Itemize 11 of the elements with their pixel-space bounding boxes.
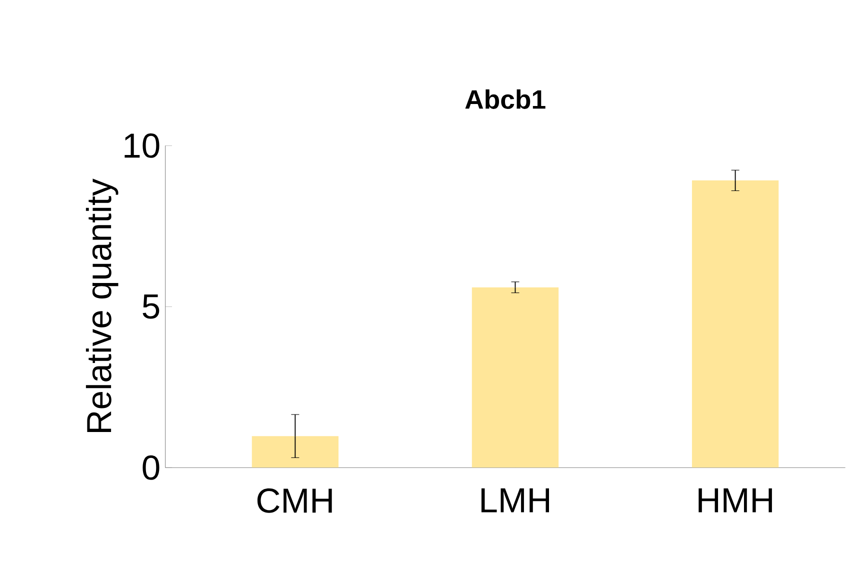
y-tick-label: 10 [124,133,160,158]
bar [252,436,339,468]
y-tick-label: 5 [142,294,160,319]
x-tick-label: HMH [698,488,772,512]
y-axis-title: Relative quantity [86,178,118,432]
bar [472,287,559,468]
chart-title: Abcb1 [465,89,546,109]
bar [692,180,779,468]
y-tick-label: 0 [142,455,160,480]
x-tick-label: CMH [257,488,332,513]
x-tick-label: LMH [481,488,549,512]
